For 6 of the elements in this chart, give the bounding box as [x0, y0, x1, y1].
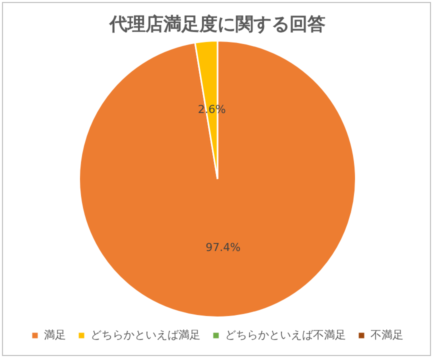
- legend-label: どちらかといえば満足: [90, 328, 200, 342]
- legend-label: 不満足: [370, 328, 404, 342]
- data-label: 97.4%: [206, 240, 241, 254]
- legend-label: 満足: [44, 328, 66, 342]
- chart-title: 代理店満足度に関する回答: [108, 13, 326, 36]
- legend-label: どちらかといえば不満足: [225, 328, 346, 342]
